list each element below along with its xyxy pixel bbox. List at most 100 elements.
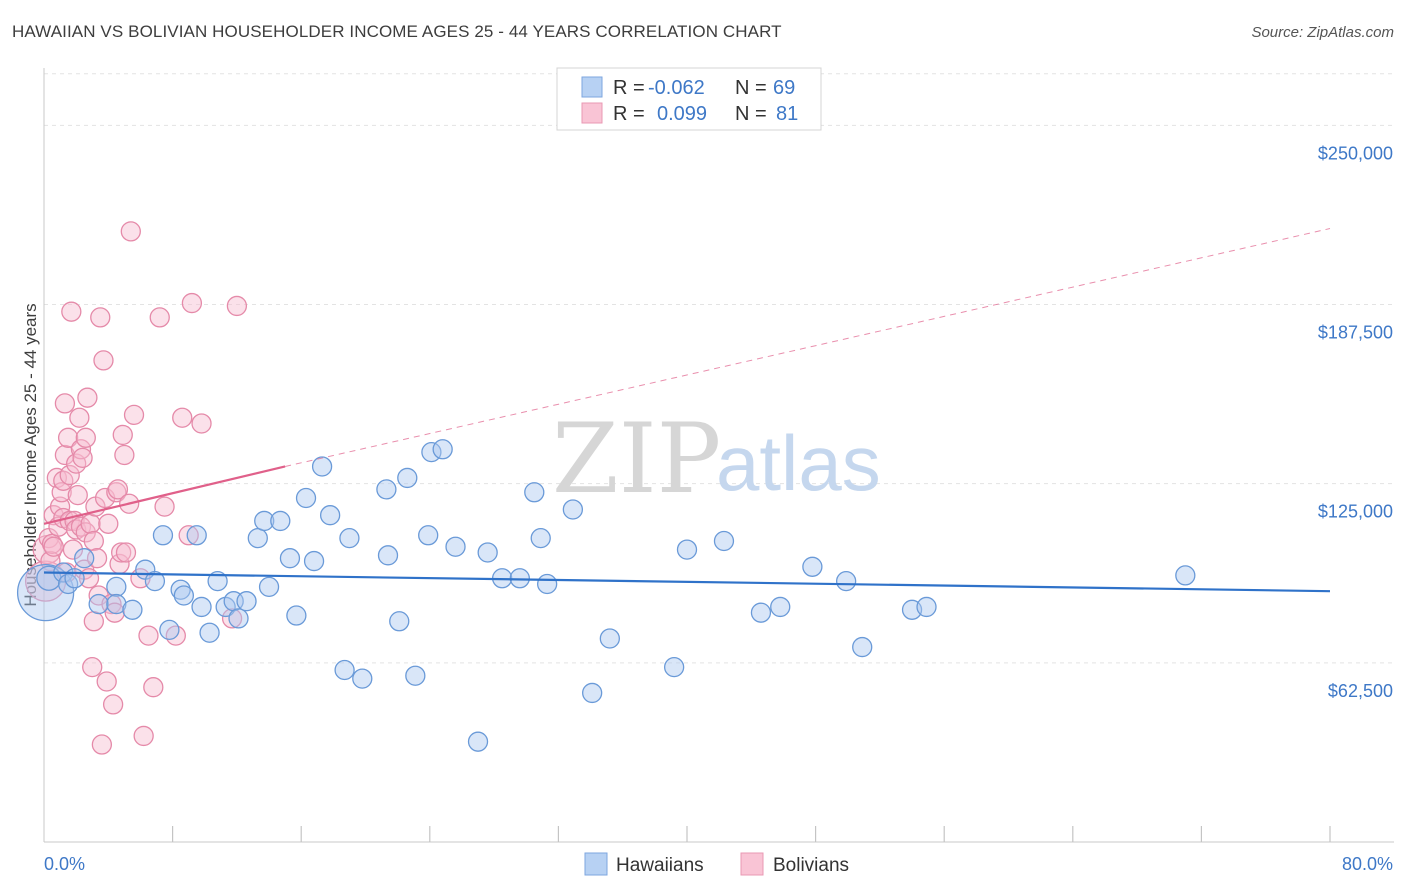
hawaiians-point-37: [376, 479, 397, 500]
bolivians-point-51: [107, 479, 129, 500]
trend-lines: [43, 228, 1331, 593]
bolivians-point-72: [226, 295, 248, 317]
legend-r-value-2: 0.099: [657, 103, 707, 125]
watermark-atlas: atlas: [716, 419, 881, 507]
x-tick-label-min: 0.0%: [44, 854, 85, 874]
bolivians-point-19: [61, 301, 82, 322]
bolivians-point-12: [53, 470, 74, 491]
y-tick-label-1: $125,000: [1318, 502, 1393, 522]
hawaiians-point-46: [467, 731, 489, 752]
hawaiians-point-8: [106, 593, 127, 615]
hawaiians-point-36: [352, 668, 373, 689]
bolivians-point-34: [80, 513, 101, 534]
bolivians-point-61: [133, 725, 154, 747]
legend-r-label-2: R =: [613, 103, 645, 125]
bolivians-point-67: [172, 407, 193, 428]
hawaiians-point-32: [311, 456, 333, 477]
x-tick-label-max: 80.0%: [1342, 854, 1393, 874]
legend-swatch-hawaiians: [581, 76, 603, 98]
legend-n-value-2: 81: [776, 103, 798, 125]
hawaiians-point-44: [432, 439, 453, 460]
hawaiians-point-14: [170, 579, 191, 600]
axes: [43, 68, 1394, 843]
hawaiians-point-39: [389, 611, 410, 632]
bottom-legend-swatch-hawaiians: [584, 852, 608, 876]
watermark: ZIP atlas: [552, 403, 881, 515]
hawaiians-point-56: [663, 656, 685, 678]
watermark-zip: ZIP: [552, 403, 721, 515]
hawaiians-point-41: [405, 665, 426, 686]
hawaiians-point-62: [835, 570, 857, 592]
hawaiians-point-61: [802, 556, 823, 577]
hawaiians-point-18: [199, 622, 220, 643]
hawaiians-point-38: [377, 545, 399, 566]
bolivians-point-68: [178, 525, 199, 546]
bolivians-point-32: [77, 387, 98, 408]
bolivians-point-56: [115, 542, 137, 563]
bolivians-point-5: [43, 536, 64, 557]
chart-title: HAWAIIAN VS BOLIVIAN HOUSEHOLDER INCOME …: [12, 22, 782, 41]
hawaiians-point-57: [676, 539, 698, 560]
hawaiians-point-60: [770, 596, 791, 618]
hawaiians-point-66: [1175, 565, 1196, 586]
hawaiians-point-65: [916, 596, 937, 618]
bolivians-point-70: [191, 413, 212, 434]
bolivians-point-59: [120, 221, 141, 242]
bolivians-point-36: [83, 530, 104, 552]
bolivians-point-55: [114, 444, 135, 466]
bolivians-point-53: [111, 542, 132, 563]
hawaiians-point-40: [397, 467, 418, 489]
hawaiians-point-52: [536, 573, 558, 595]
hawaiians-point-25: [254, 510, 275, 532]
legend-n-label-1: N =: [735, 77, 767, 99]
hawaiians-point-28: [279, 548, 301, 569]
hawaiians-point-29: [286, 605, 307, 626]
hawaiians-point-26: [258, 576, 280, 598]
source-credit: Source: ZipAtlas.com: [1251, 24, 1394, 41]
bolivians-trend-line: [43, 465, 286, 525]
bolivians-point-24: [67, 484, 88, 506]
bolivians-point-48: [102, 694, 124, 715]
hawaiians-point-16: [186, 525, 207, 546]
hawaiians-point-45: [445, 536, 466, 557]
bolivians-point-54: [112, 424, 133, 446]
bolivians-point-71: [221, 608, 243, 629]
bottom-legend-bolivians: Bolivians: [773, 855, 849, 876]
bolivians-point-66: [165, 625, 186, 646]
bolivians-point-20: [62, 539, 84, 560]
hawaiians-point-63: [852, 636, 873, 658]
bolivians-point-35: [82, 656, 103, 678]
hawaiians-point-4: [64, 568, 85, 589]
hawaiians-point-31: [303, 550, 325, 572]
legend-r-value-1: -0.062: [648, 77, 705, 99]
bolivians-point-49: [104, 602, 125, 623]
hawaiians-point-59: [750, 602, 772, 623]
legend: R = -0.062 N = 69 R = 0.099 N = 81: [556, 67, 822, 131]
bolivians-point-63: [143, 677, 164, 698]
bolivians-point-62: [138, 625, 159, 646]
y-tick-label-0: $62,500: [1328, 681, 1393, 701]
hawaiians-point-35: [339, 527, 360, 549]
y-axis-label: Householder Income Ages 25 - 44 years: [21, 303, 40, 606]
bottom-legend-swatch-bolivians: [740, 852, 764, 876]
hawaiians-point-11: [144, 570, 166, 592]
bolivians-point-42: [91, 734, 113, 755]
hawaiians-point-12: [152, 525, 174, 546]
hawaiians-point-53: [562, 499, 584, 520]
bolivians-point-28: [72, 447, 93, 469]
hawaiians-point-24: [247, 527, 268, 549]
bolivians-point-27: [70, 439, 92, 460]
hawaiians-point-13: [159, 619, 180, 641]
hawaiians-point-23: [236, 591, 257, 612]
hawaiians-point-30: [295, 487, 317, 509]
bolivians-point-30: [75, 427, 96, 448]
bolivians-point-45: [96, 671, 117, 692]
legend-r-label-1: R =: [613, 77, 645, 99]
hawaiians-point-19: [207, 570, 228, 592]
hawaiians-point-22: [228, 608, 249, 629]
hawaiians-points: [16, 439, 1196, 752]
hawaiians-point-51: [530, 527, 551, 549]
hawaiians-point-55: [599, 628, 620, 649]
bolivians-point-65: [154, 496, 175, 517]
